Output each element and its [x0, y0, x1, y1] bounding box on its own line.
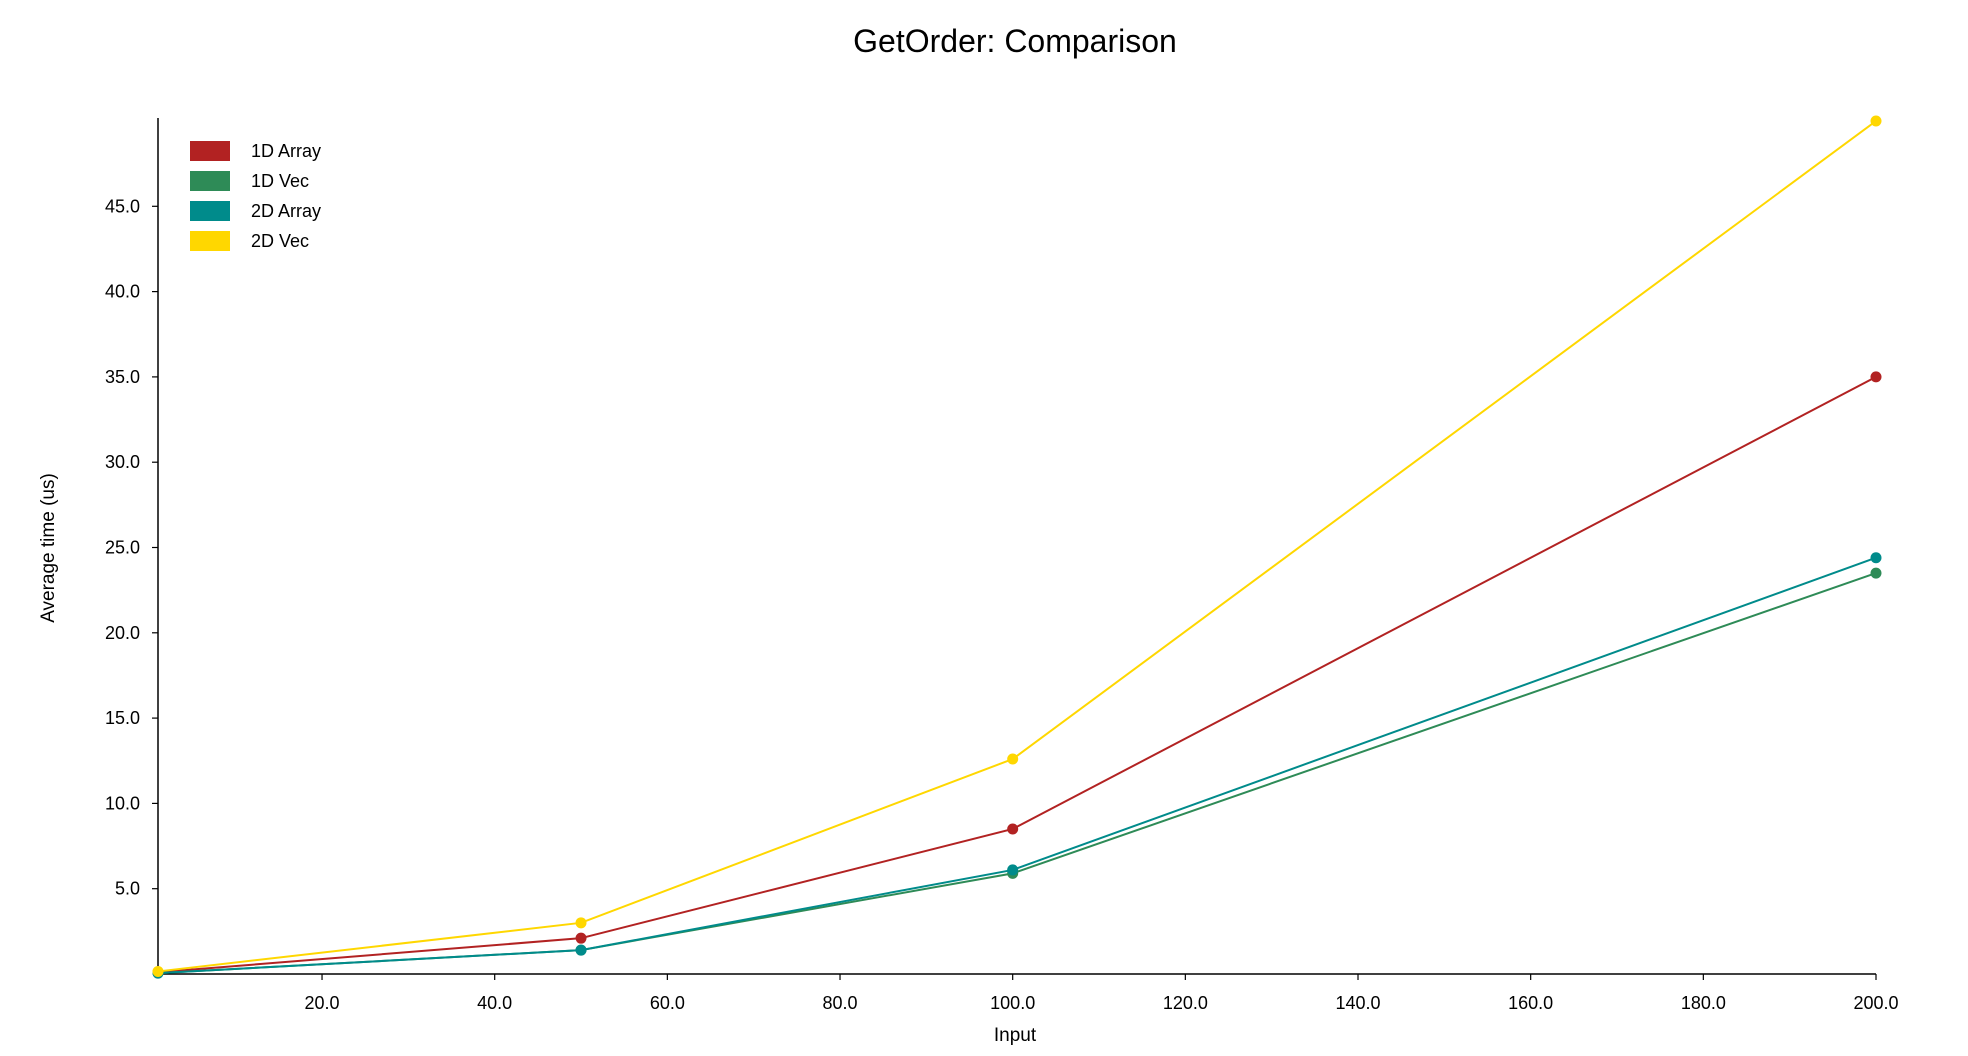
legend-label: 2D Array: [251, 201, 321, 221]
y-tick-label: 45.0: [105, 196, 140, 216]
x-axis-ticks: 20.0 40.0 60.0 80.0 100.0 120.0 140.0 160.0 180.…: [305, 974, 1899, 1013]
x-tick-label: 180.0: [1681, 993, 1726, 1013]
y-tick-label: 20.0: [105, 623, 140, 643]
y-tick-label: 35.0: [105, 367, 140, 387]
x-tick-label: 40.0: [477, 993, 512, 1013]
y-tick-label: 10.0: [105, 793, 140, 813]
y-tick-label: 15.0: [105, 708, 140, 728]
data-point: [575, 944, 587, 956]
series-1d-array: [152, 371, 1882, 978]
data-point: [575, 932, 587, 944]
x-tick-label: 140.0: [1335, 993, 1380, 1013]
x-tick-label: 60.0: [650, 993, 685, 1013]
x-tick-label: 100.0: [990, 993, 1035, 1013]
legend-label: 1D Array: [251, 141, 321, 161]
data-point: [1870, 371, 1882, 383]
x-tick-label: 200.0: [1853, 993, 1898, 1013]
data-point: [575, 917, 587, 929]
x-tick-label: 80.0: [822, 993, 857, 1013]
series-line: [157, 556, 1877, 975]
data-point: [1007, 823, 1019, 835]
data-point: [1007, 753, 1019, 765]
data-point: [152, 965, 164, 977]
data-point: [1007, 864, 1019, 876]
data-point: [1870, 552, 1882, 564]
series-1d-vec: [152, 567, 1882, 979]
legend-swatch: [190, 141, 230, 161]
data-point: [1870, 115, 1882, 127]
series-line: [157, 120, 1877, 973]
legend: 1D Array 1D Vec 2D Array 2D Vec: [190, 141, 321, 251]
axes: [157, 118, 1876, 975]
legend-swatch: [190, 201, 230, 221]
y-axis-ticks: 5.0 10.0 15.0 20.0 25.0 30.0 35.0 40.0 45.0: [105, 196, 158, 899]
series-2d-array: [152, 552, 1882, 979]
y-tick-label: 25.0: [105, 538, 140, 558]
x-tick-label: 160.0: [1508, 993, 1553, 1013]
legend-label: 2D Vec: [251, 231, 309, 251]
series-line: [157, 572, 1877, 975]
y-axis-title: Average time (us): [38, 473, 59, 623]
y-tick-label: 5.0: [115, 879, 140, 899]
series-line: [157, 376, 1877, 974]
x-tick-label: 20.0: [305, 993, 340, 1013]
series-layer: [152, 115, 1882, 979]
y-tick-label: 30.0: [105, 452, 140, 472]
legend-swatch: [190, 171, 230, 191]
y-tick-label: 40.0: [105, 282, 140, 302]
chart-title: GetOrder: Comparison: [853, 23, 1177, 59]
legend-label: 1D Vec: [251, 171, 309, 191]
legend-swatch: [190, 231, 230, 251]
x-tick-label: 120.0: [1163, 993, 1208, 1013]
data-point: [1870, 567, 1882, 579]
series-2d-vec: [152, 115, 1882, 977]
x-axis-title: Input: [994, 1025, 1037, 1046]
